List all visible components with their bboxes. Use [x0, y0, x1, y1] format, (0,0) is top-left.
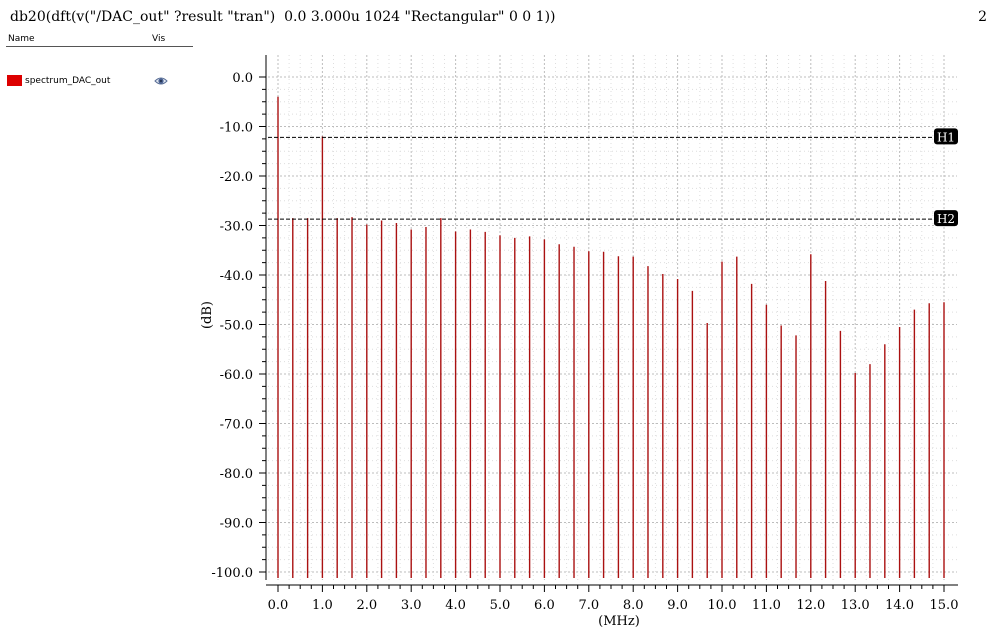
y-tick-label: -100.0 [211, 566, 253, 581]
marker-label[interactable]: H1 [937, 130, 955, 144]
y-tick-label: -30.0 [220, 220, 253, 235]
legend-color-swatch[interactable] [7, 75, 22, 86]
x-tick-label: 11.0 [752, 598, 781, 613]
y-axis-title: (dB) [200, 301, 215, 329]
chart-axes: 0.0 -10.0 -20.0 -30.0 -40.0 -50.0 -60.0 -70.0 -8… [211, 55, 958, 613]
x-tick-label: 0.0 [268, 598, 289, 613]
chart-stems [277, 96, 945, 578]
x-axis-title: (MHz) [598, 614, 640, 629]
legend-item-label[interactable]: spectrum_DAC_out [25, 76, 111, 86]
x-tick-label: 5.0 [490, 598, 511, 613]
y-tick-label: -70.0 [220, 418, 253, 433]
x-tick-label: 4.0 [445, 598, 466, 613]
x-tick-label: 7.0 [578, 598, 599, 613]
legend-header: Name Vis [6, 32, 193, 47]
x-tick-label: 13.0 [841, 598, 870, 613]
x-tick-label: 10.0 [708, 598, 737, 613]
x-tick-label: 3.0 [401, 598, 422, 613]
y-tick-label: -90.0 [220, 517, 253, 532]
x-tick-label: 1.0 [312, 598, 333, 613]
marker-label-box[interactable] [934, 210, 958, 227]
x-tick-label: 15.0 [930, 598, 959, 613]
eye-icon[interactable] [154, 75, 168, 87]
y-tick-label: -50.0 [220, 319, 253, 334]
y-tick-label: -10.0 [220, 121, 253, 136]
chart-markers: H1 H2 [268, 128, 958, 227]
x-tick-label: 9.0 [667, 598, 688, 613]
y-tick-label: -20.0 [220, 170, 253, 185]
chart-grid [268, 55, 957, 580]
x-tick-label: 14.0 [885, 598, 914, 613]
legend-header-vis[interactable]: Vis [152, 34, 166, 44]
x-tick-label: 8.0 [623, 598, 644, 613]
y-tick-label: 0.0 [232, 71, 253, 86]
marker-label-box[interactable] [934, 128, 958, 145]
legend-panel: Name Vis spectrum_DAC_out [6, 32, 193, 90]
x-tick-label: 6.0 [534, 598, 555, 613]
subwindow-number: 2 [978, 9, 987, 25]
marker-label[interactable]: H2 [937, 212, 955, 226]
window-title: db20(dft(v("/DAC_out" ?result "tran") 0.… [10, 9, 556, 25]
x-tick-label: 2.0 [356, 598, 377, 613]
y-tick-label: -40.0 [220, 269, 253, 284]
x-tick-label: 12.0 [796, 598, 825, 613]
y-tick-label: -80.0 [220, 467, 253, 482]
legend-header-name[interactable]: Name [8, 34, 35, 44]
y-tick-label: -60.0 [220, 368, 253, 383]
legend-item-spectrum-dac-out[interactable]: spectrum_DAC_out [6, 74, 193, 90]
